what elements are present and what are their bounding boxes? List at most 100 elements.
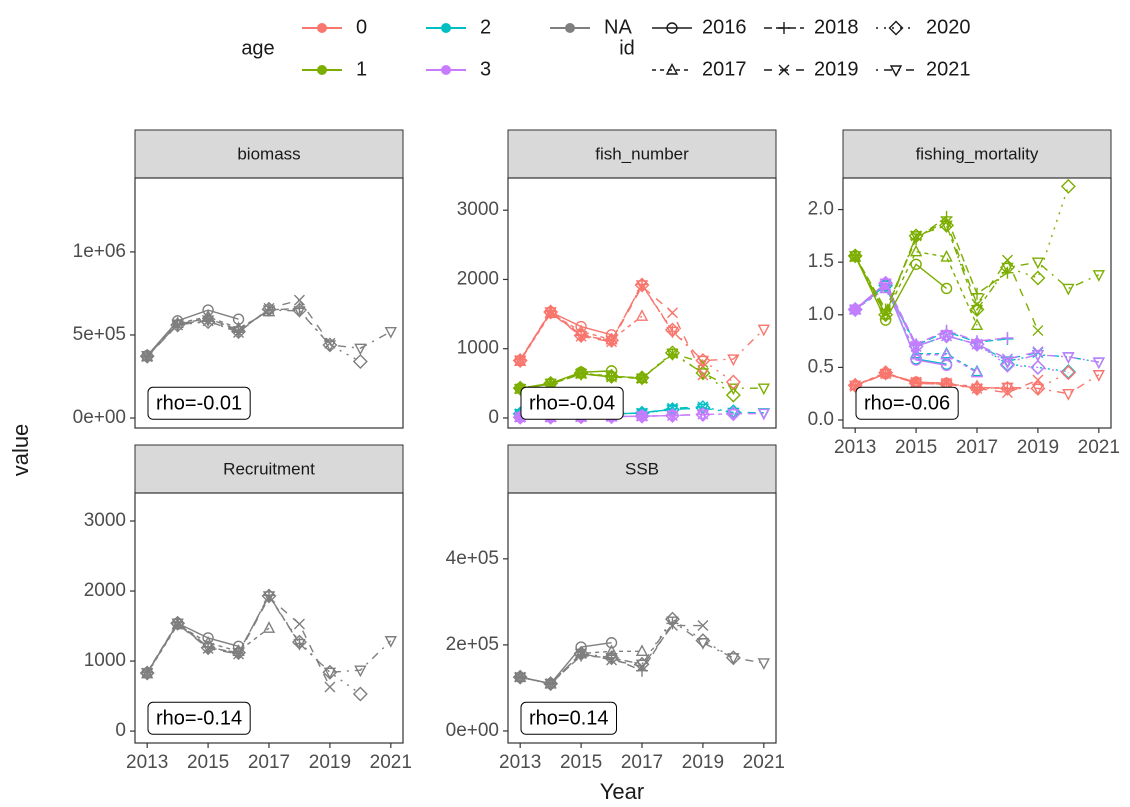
- legend-key-point: [317, 65, 327, 75]
- annotation: rho=-0.04: [520, 386, 624, 420]
- series-line: [854, 224, 1100, 317]
- y-tick-label: 1e+06: [73, 241, 126, 262]
- point: [696, 355, 710, 368]
- panel-border: [507, 177, 777, 429]
- legend-label: 2: [480, 16, 491, 38]
- panel-border: [842, 177, 1112, 429]
- point: [940, 249, 953, 262]
- legend-label: 2017: [702, 58, 747, 80]
- point: [757, 383, 770, 396]
- legend-key-point: [441, 23, 451, 33]
- series-line: [854, 284, 1099, 363]
- strip-label: SSB: [625, 459, 659, 478]
- annotation: rho=-0.06: [855, 386, 959, 420]
- x-tick-label: 2019: [682, 752, 724, 773]
- strip-label: fish_number: [595, 144, 689, 163]
- point: [354, 343, 367, 356]
- point: [514, 672, 527, 685]
- point: [201, 643, 215, 655]
- point: [879, 369, 892, 381]
- y-tick-label: 4e+05: [446, 548, 499, 569]
- point: [666, 348, 679, 361]
- point: [697, 620, 709, 632]
- point: [696, 368, 710, 380]
- annotation-box: [520, 701, 618, 735]
- point: [201, 315, 215, 328]
- y-tick-label: 3000: [457, 199, 499, 220]
- legend-key-shape: [778, 64, 790, 76]
- x-tick-label: 2019: [1017, 437, 1059, 458]
- point: [544, 678, 557, 691]
- point: [940, 282, 953, 295]
- x-tick-label: 2013: [834, 437, 876, 458]
- x-tick-label: 2015: [187, 752, 229, 773]
- point: [605, 637, 618, 649]
- x-tick-label: 2021: [743, 752, 785, 773]
- point: [605, 335, 618, 348]
- legend-key-point: [317, 23, 327, 33]
- x-tick-label: 2017: [621, 752, 663, 773]
- legend-key-shape: [888, 20, 904, 36]
- point: [1060, 365, 1076, 381]
- point: [354, 665, 367, 678]
- series-line: [520, 620, 764, 685]
- point: [727, 653, 740, 665]
- point: [605, 371, 618, 384]
- point: [574, 330, 588, 343]
- series-line: [520, 352, 764, 390]
- series-line: [146, 309, 239, 357]
- point: [910, 258, 922, 270]
- point: [293, 306, 306, 318]
- point: [970, 339, 984, 352]
- point: [909, 244, 923, 257]
- annotation-text: rho=0.14: [529, 707, 609, 729]
- x-tick-label: 2017: [248, 752, 290, 773]
- point: [635, 411, 649, 424]
- point: [940, 331, 953, 343]
- y-tick-label: 0.5: [808, 356, 834, 377]
- annotation: rho=-0.14: [147, 701, 251, 735]
- legend-label: 2021: [926, 58, 971, 80]
- y-tick-label: 1.0: [808, 304, 834, 325]
- point: [1031, 383, 1045, 396]
- series-line: [519, 312, 643, 362]
- point: [1092, 370, 1105, 382]
- series-line: [854, 372, 1100, 395]
- point: [849, 304, 862, 317]
- y-tick-label: 0: [488, 407, 499, 428]
- point: [940, 347, 953, 360]
- point: [1001, 357, 1014, 370]
- point: [635, 373, 649, 386]
- point: [909, 231, 923, 243]
- point: [171, 618, 184, 631]
- point: [1031, 257, 1045, 270]
- y-tick-label: 2000: [84, 580, 126, 601]
- point: [727, 383, 740, 396]
- point: [1060, 364, 1076, 380]
- point: [940, 220, 953, 233]
- strip: [507, 129, 777, 179]
- point: [1060, 178, 1076, 194]
- legend-label: 2018: [814, 16, 859, 38]
- point: [1062, 352, 1075, 364]
- point: [352, 686, 368, 702]
- point: [1062, 388, 1075, 401]
- annotation-text: rho=-0.01: [156, 392, 242, 414]
- point: [999, 357, 1015, 373]
- annotation-text: rho=-0.06: [864, 392, 950, 414]
- x-tick-label: 2015: [895, 437, 937, 458]
- point: [909, 341, 923, 354]
- series-line: [854, 282, 1008, 346]
- point: [141, 351, 154, 363]
- point: [384, 326, 397, 339]
- panel-border: [134, 177, 404, 429]
- legend-title: age: [241, 37, 274, 59]
- y-tick-label: 1000: [84, 650, 126, 671]
- point: [757, 658, 770, 670]
- point: [352, 354, 368, 370]
- x-axis-label: Year: [600, 779, 644, 804]
- point: [666, 616, 679, 629]
- point: [324, 681, 336, 693]
- point: [262, 621, 276, 633]
- x-tick-label: 2013: [126, 752, 168, 773]
